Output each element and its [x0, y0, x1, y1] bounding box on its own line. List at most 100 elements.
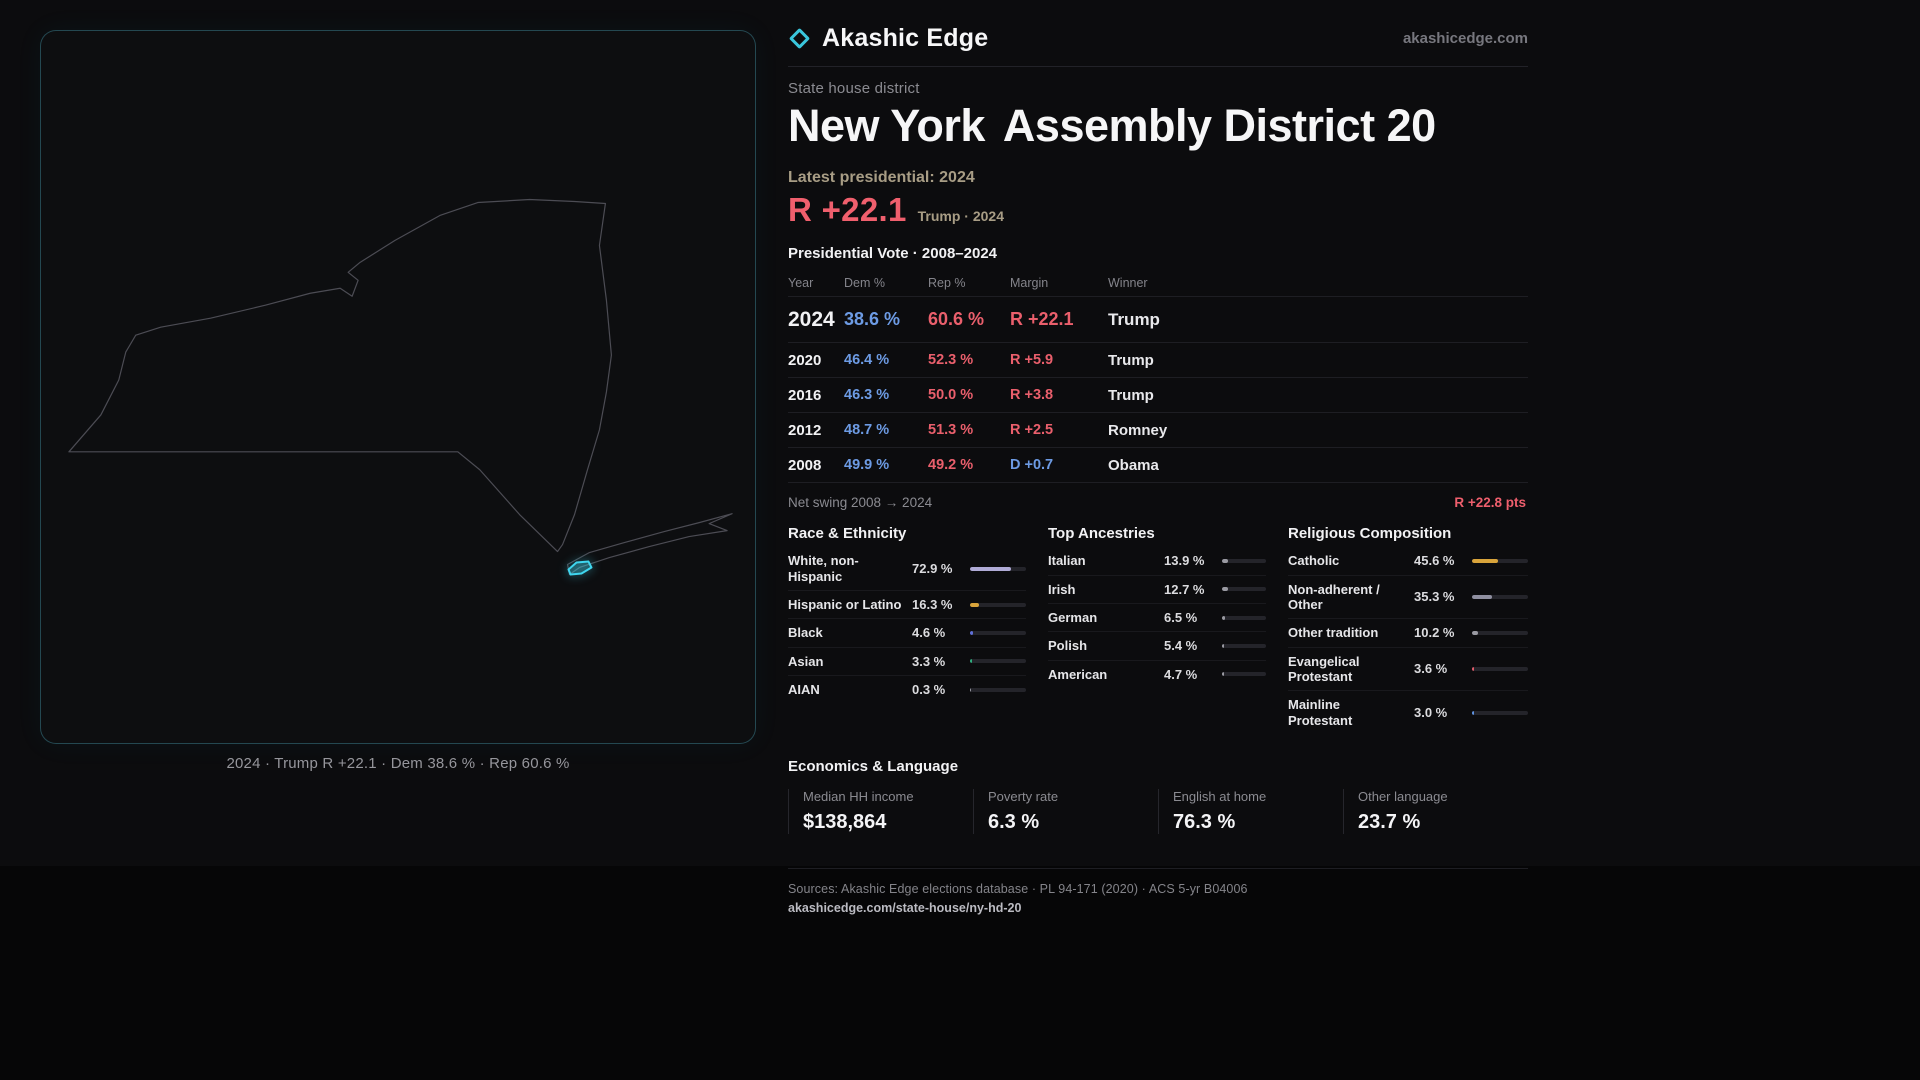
demo-value: 72.9 %: [912, 561, 953, 577]
new-york-map: [68, 198, 733, 576]
percent-bar-fill: [1222, 587, 1228, 592]
percent-bar: [1472, 630, 1528, 635]
demo-row: Irish 12.7 %: [1048, 576, 1266, 604]
col-winner: Winner: [1108, 276, 1148, 291]
stat-value: 23.7 %: [1358, 810, 1421, 833]
brand: Akashic Edge: [788, 24, 988, 53]
demo-row: Evangelical Protestant 3.6 %: [1288, 648, 1528, 692]
percent-bar: [970, 630, 1026, 635]
percent-bar: [1222, 643, 1266, 648]
race-ethnicity-column: Race & Ethnicity White, non-Hispanic 72.…: [788, 525, 1026, 734]
page-title: New York Assembly District 20: [788, 102, 1528, 150]
net-swing-row: Net swing 2008 → 2024 R +22.8 pts: [788, 483, 1528, 523]
demo-value: 4.7 %: [1164, 666, 1198, 682]
map-caption: 2024 · Trump R +22.1 · Dem 38.6 % · Rep …: [226, 755, 570, 772]
demo-row: Hispanic or Latino 16.3 %: [788, 591, 1026, 620]
demo-label: Black: [788, 625, 823, 641]
demo-label: Asian: [788, 653, 824, 669]
percent-bar-fill: [970, 566, 1011, 571]
demographics-section: Race & Ethnicity White, non-Hispanic 72.…: [788, 525, 1528, 734]
col-margin: Margin: [1010, 276, 1049, 291]
demo-row: American 4.7 %: [1048, 661, 1266, 688]
demo-value: 10.2 %: [1414, 625, 1455, 641]
stat-value: $138,864: [803, 810, 887, 833]
percent-bar: [970, 602, 1026, 607]
stat-label: Median HH income: [803, 788, 914, 804]
cell-year: 2016: [788, 386, 822, 404]
demo-row: Italian 13.9 %: [1048, 547, 1266, 576]
cell-dem: 46.4 %: [844, 352, 890, 369]
percent-bar-fill: [1222, 672, 1225, 677]
percent-bar: [1472, 558, 1528, 563]
percent-bar-fill: [1472, 558, 1498, 563]
percent-bar: [1222, 558, 1266, 563]
percent-bar-fill: [1222, 558, 1229, 563]
percent-bar: [1222, 615, 1266, 620]
demo-row: German 6.5 %: [1048, 604, 1266, 633]
brand-diamond-icon: [788, 27, 811, 50]
demo-label: Irish: [1048, 581, 1076, 597]
site-link[interactable]: akashicedge.com: [1402, 30, 1528, 47]
permalink[interactable]: akashicedge.com/state-house/ny-hd-20: [788, 900, 1022, 915]
cell-year: 2012: [788, 421, 822, 439]
long-island-outline: [566, 513, 733, 576]
cell-winner: Trump: [1108, 386, 1154, 404]
table-header-row: Year Dem % Rep % Margin Winner: [788, 270, 1528, 298]
demo-row: Other tradition 10.2 %: [1288, 619, 1528, 648]
brand-name: Akashic Edge: [822, 24, 989, 52]
header-bar: Akashic Edge akashicedge.com: [788, 24, 1528, 67]
demo-row: AIAN 0.3 %: [788, 676, 1026, 703]
cell-winner: Obama: [1108, 456, 1159, 474]
net-swing-label: Net swing 2008 → 2024: [788, 495, 933, 511]
demo-value: 3.6 %: [1414, 661, 1448, 677]
percent-bar-fill: [1222, 643, 1225, 648]
demo-value: 45.6 %: [1414, 553, 1455, 569]
cell-rep: 49.2 %: [928, 457, 974, 474]
stat-label: English at home: [1173, 788, 1267, 804]
sources-line: Sources: Akashic Edge elections database…: [788, 881, 1248, 896]
cell-dem: 48.7 %: [844, 422, 890, 439]
table-row-2016: 2016 46.3 % 50.0 % R +3.8 Trump: [788, 378, 1528, 414]
cell-rep: 60.6 %: [928, 309, 985, 330]
cell-margin: D +0.7: [1010, 457, 1054, 474]
religion-column: Religious Composition Catholic 45.6 % No…: [1288, 525, 1528, 734]
latest-presidential-label: Latest presidential: 2024: [788, 169, 975, 187]
demo-label: Hispanic or Latino: [788, 596, 902, 612]
presidential-vote-table: Year Dem % Rep % Margin Winner 2024 38.6…: [788, 270, 1528, 484]
percent-bar-fill: [1222, 615, 1225, 620]
percent-bar-fill: [970, 630, 973, 635]
stat-english-at-home: English at home 76.3 %: [1158, 788, 1328, 834]
percent-bar: [1472, 710, 1528, 715]
cell-year: 2020: [788, 351, 822, 369]
demo-value: 0.3 %: [912, 682, 946, 698]
race-title: Race & Ethnicity: [788, 525, 907, 543]
latest-margin: R +22.1 Trump · 2024: [788, 191, 1528, 229]
demo-label: White, non-Hispanic: [788, 553, 859, 584]
latest-margin-detail: Trump · 2024: [917, 208, 1004, 225]
ny-state-outline: [68, 198, 612, 553]
table-row-2012: 2012 48.7 % 51.3 % R +2.5 Romney: [788, 413, 1528, 449]
demo-label: Other tradition: [1288, 625, 1379, 641]
demo-value: 35.3 %: [1414, 589, 1455, 605]
economics-title: Economics & Language: [788, 757, 959, 775]
cell-margin: R +22.1: [1010, 309, 1074, 330]
demo-row: Polish 5.4 %: [1048, 632, 1266, 661]
percent-bar: [970, 566, 1026, 571]
demo-value: 12.7 %: [1164, 581, 1205, 597]
percent-bar: [1222, 587, 1266, 592]
percent-bar: [970, 659, 1026, 664]
percent-bar-fill: [970, 659, 972, 664]
cell-margin: R +2.5: [1010, 422, 1054, 439]
district-20-highlight[interactable]: [567, 560, 593, 576]
stat-label: Poverty rate: [988, 788, 1059, 804]
col-year: Year: [788, 276, 814, 291]
col-rep: Rep %: [928, 276, 966, 291]
cell-winner: Trump: [1108, 351, 1154, 369]
percent-bar-fill: [1472, 594, 1492, 599]
cell-year: 2008: [788, 456, 822, 474]
demo-value: 13.9 %: [1164, 553, 1205, 569]
dashboard: 2024 · Trump R +22.1 · Dem 38.6 % · Rep …: [40, 24, 1528, 915]
demo-value: 3.0 %: [1414, 705, 1448, 721]
stat-median-income: Median HH income $138,864: [788, 788, 958, 834]
cell-winner: Trump: [1108, 309, 1160, 329]
